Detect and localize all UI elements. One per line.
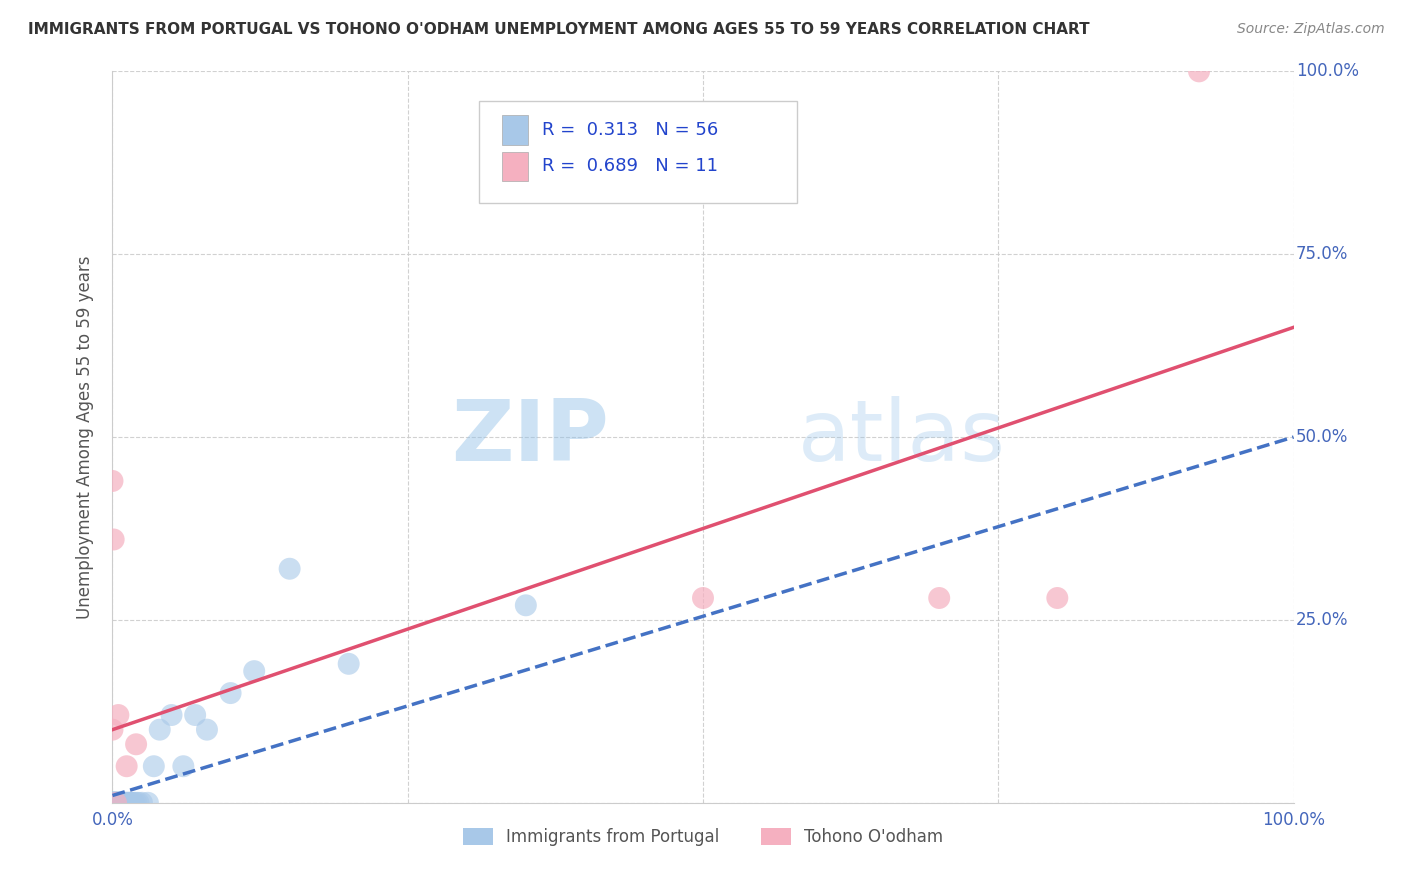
Point (243, 664, 266, 678)
Point (101, 796, 124, 810)
FancyBboxPatch shape (502, 115, 529, 145)
Point (111, 796, 134, 810)
Point (125, 737, 148, 751)
Point (117, 796, 139, 810)
Point (184, 708, 207, 723)
Point (131, 796, 153, 810)
Point (108, 796, 131, 810)
Point (195, 723, 218, 737)
Point (105, 796, 128, 810)
Point (103, 796, 125, 810)
Point (107, 796, 129, 810)
Text: Source: ZipAtlas.com: Source: ZipAtlas.com (1237, 22, 1385, 37)
Text: R =  0.313   N = 56: R = 0.313 N = 56 (543, 121, 718, 139)
Point (127, 796, 149, 810)
Point (103, 533, 125, 547)
Text: R =  0.689   N = 11: R = 0.689 N = 11 (543, 158, 718, 176)
Point (105, 796, 128, 810)
Point (112, 796, 135, 810)
Point (112, 796, 135, 810)
Point (101, 796, 124, 810)
Point (105, 796, 128, 810)
Point (105, 796, 128, 810)
FancyBboxPatch shape (478, 101, 797, 203)
Point (110, 796, 132, 810)
Text: 75.0%: 75.0% (1296, 245, 1348, 263)
Point (105, 796, 128, 810)
Text: ZIP: ZIP (451, 395, 609, 479)
Point (142, 759, 165, 773)
Text: atlas: atlas (797, 395, 1005, 479)
Point (110, 796, 132, 810)
Point (928, 591, 950, 605)
Point (101, 723, 124, 737)
Point (108, 796, 131, 810)
Point (103, 796, 125, 810)
Point (172, 759, 194, 773)
Point (112, 796, 135, 810)
Point (112, 796, 135, 810)
Y-axis label: Unemployment Among Ages 55 to 59 years: Unemployment Among Ages 55 to 59 years (76, 255, 94, 619)
Point (120, 796, 142, 810)
Point (136, 796, 159, 810)
Point (160, 708, 183, 723)
Point (692, 591, 714, 605)
Point (103, 796, 125, 810)
Legend: Immigrants from Portugal, Tohono O'odham: Immigrants from Portugal, Tohono O'odham (456, 822, 950, 853)
Point (104, 796, 127, 810)
Point (105, 796, 128, 810)
Point (118, 796, 141, 810)
FancyBboxPatch shape (502, 152, 529, 181)
Point (103, 796, 125, 810)
Point (104, 796, 127, 810)
Point (125, 796, 148, 810)
Point (101, 796, 124, 810)
Text: 50.0%: 50.0% (1296, 428, 1348, 446)
Point (278, 562, 301, 576)
Point (107, 796, 129, 810)
Text: 100.0%: 100.0% (1296, 62, 1358, 80)
Point (120, 796, 142, 810)
Point (122, 796, 145, 810)
Point (1188, 64, 1211, 78)
Point (107, 708, 129, 723)
Point (107, 796, 129, 810)
Text: 25.0%: 25.0% (1296, 611, 1348, 629)
Point (149, 723, 172, 737)
Text: IMMIGRANTS FROM PORTUGAL VS TOHONO O'ODHAM UNEMPLOYMENT AMONG AGES 55 TO 59 YEAR: IMMIGRANTS FROM PORTUGAL VS TOHONO O'ODH… (28, 22, 1090, 37)
Point (104, 796, 127, 810)
Point (103, 796, 125, 810)
Point (105, 796, 128, 810)
Point (101, 474, 124, 488)
Point (111, 796, 134, 810)
Point (115, 759, 138, 773)
Point (115, 796, 138, 810)
Point (1046, 591, 1069, 605)
Point (101, 796, 124, 810)
Point (337, 657, 360, 671)
Point (219, 686, 242, 700)
Point (105, 796, 128, 810)
Point (104, 796, 127, 810)
Point (515, 599, 537, 613)
Point (114, 796, 136, 810)
Point (107, 796, 129, 810)
